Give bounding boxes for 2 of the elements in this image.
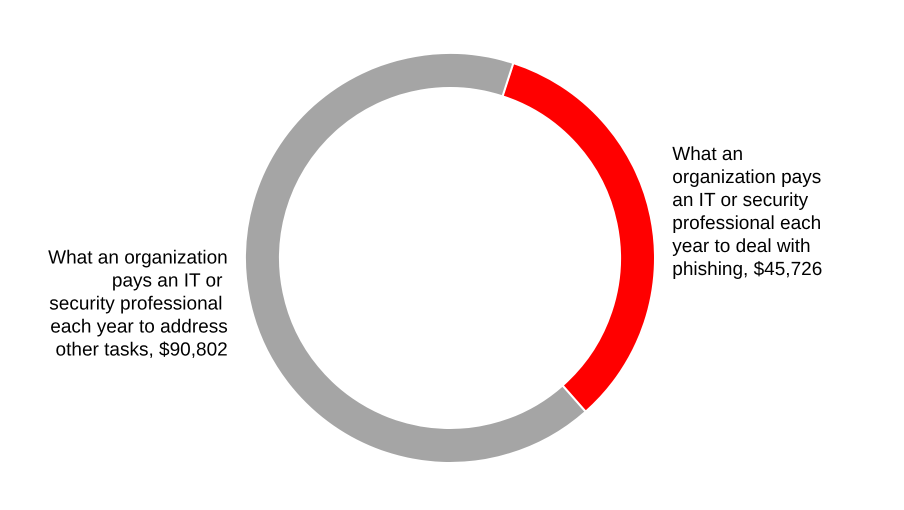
slice-label: What an organization pays an IT or security professional each year to deal with phishing, $45,726 bbox=[672, 144, 826, 280]
slice-label: What an organization pays an IT or security professional each year to address other tasks, $90,802 bbox=[48, 248, 228, 361]
